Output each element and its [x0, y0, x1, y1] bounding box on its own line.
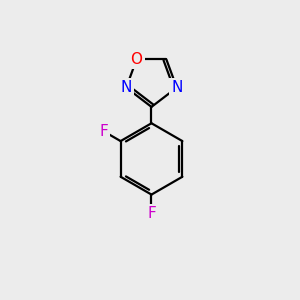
Text: N: N — [121, 80, 132, 95]
Text: F: F — [100, 124, 108, 139]
Text: O: O — [130, 52, 142, 67]
Text: N: N — [171, 80, 182, 95]
Text: F: F — [147, 206, 156, 221]
